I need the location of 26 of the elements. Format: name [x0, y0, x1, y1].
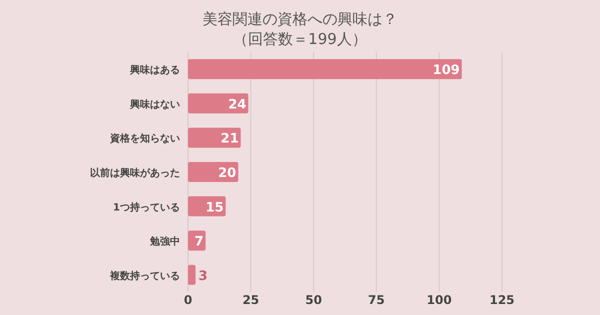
- y-tick-label: 興味はない: [129, 98, 180, 110]
- bar: [188, 264, 196, 285]
- data-label: 15: [206, 200, 224, 216]
- data-label: 109: [432, 63, 460, 78]
- chart-subtitle: （回答数＝199人）: [233, 30, 367, 48]
- y-tick-label: 以前は興味があった: [90, 167, 180, 179]
- bar: [188, 59, 462, 80]
- x-tick-label: 75: [368, 293, 385, 307]
- x-tick-label: 125: [489, 293, 515, 307]
- x-tick-label: 50: [305, 293, 322, 307]
- y-tick-label: 資格を知らない: [109, 132, 180, 145]
- x-tick-label: 0: [184, 293, 192, 307]
- x-tick-label: 25: [242, 293, 260, 307]
- bar: [188, 128, 241, 148]
- data-label: 7: [194, 234, 204, 250]
- chart-title: 美容関連の資格への興味は？: [202, 10, 398, 28]
- y-tick-label: 1つ持っている: [113, 201, 180, 214]
- y-tick-label: 興味はある: [129, 64, 180, 76]
- data-label: 20: [218, 166, 236, 181]
- data-label: 21: [220, 132, 239, 147]
- bar: [188, 93, 248, 114]
- data-label: 3: [198, 268, 208, 284]
- x-tick-label: 100: [426, 293, 452, 307]
- y-tick-label: 勉強中: [149, 236, 180, 248]
- y-tick-label: 複数持っている: [109, 270, 180, 282]
- data-label: 24: [228, 97, 246, 112]
